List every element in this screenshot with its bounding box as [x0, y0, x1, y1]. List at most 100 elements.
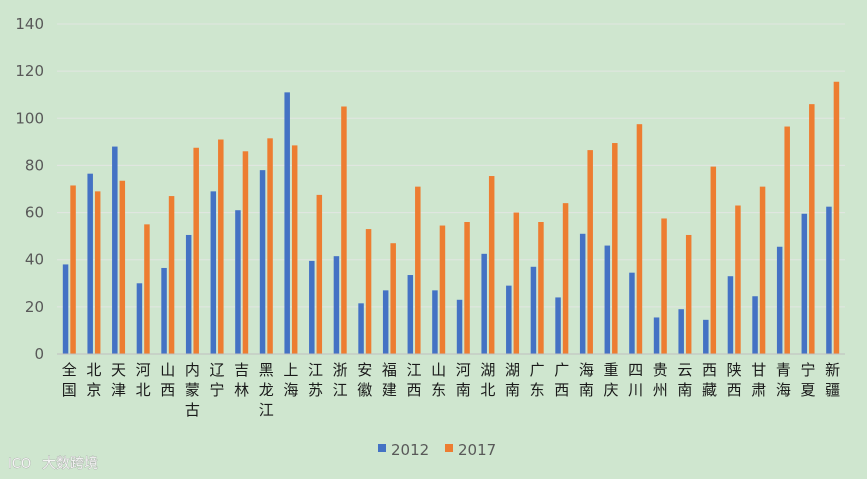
x-category-label: 陕西 [727, 361, 742, 399]
x-category-label: 广西 [554, 361, 569, 399]
bar-2017 [193, 147, 199, 354]
bar-2017 [661, 218, 667, 354]
bar-2017 [562, 203, 569, 354]
bar-2017 [488, 176, 495, 354]
x-category-label: 上海 [283, 361, 298, 399]
legend-label-2012: 2012 [391, 441, 429, 459]
bar-2017 [636, 124, 643, 354]
bar-2012 [210, 191, 217, 354]
bar-2012 [432, 290, 438, 354]
bar-2012 [358, 303, 364, 354]
bar-2017 [94, 191, 101, 354]
bar-2017 [735, 205, 741, 354]
bar-2012 [629, 272, 635, 354]
y-tick-label: 120 [15, 62, 44, 80]
legend-swatch-2012 [378, 444, 386, 452]
bar-2012 [776, 246, 783, 354]
bar-2012 [112, 146, 118, 354]
bar-2017 [242, 151, 249, 354]
x-category-label: 天津 [111, 361, 126, 399]
bar-2017 [70, 185, 76, 354]
legend-swatch-2017 [445, 444, 453, 452]
x-category-label: 山西 [160, 361, 175, 399]
bar-2012 [653, 317, 660, 354]
bar-2012 [801, 213, 808, 354]
bar-2012 [407, 275, 414, 354]
y-tick-label: 20 [25, 298, 44, 316]
bar-2017 [341, 106, 347, 354]
y-tick-label: 140 [15, 15, 44, 33]
x-category-label: 北京 [86, 361, 101, 399]
bar-2017 [710, 166, 717, 354]
legend-label-2017: 2017 [458, 441, 496, 459]
bar-2017 [218, 139, 224, 354]
x-category-label: 青海 [776, 361, 791, 399]
x-category-label: 河北 [136, 361, 151, 399]
legend: 2012 2017 [378, 441, 496, 459]
x-category-label: 浙江 [333, 361, 348, 399]
bar-2012 [555, 297, 561, 354]
y-tick-label: 0 [34, 345, 44, 363]
bar-2012 [678, 309, 684, 354]
x-category-label: 甘肃 [751, 361, 766, 399]
bar-2012 [579, 233, 586, 354]
bar-2012 [62, 264, 69, 354]
bar-2012 [161, 267, 167, 354]
bar-2017 [513, 212, 520, 354]
bar-2012 [185, 234, 192, 354]
watermark-logo: ICO [8, 457, 31, 472]
bar-2017 [390, 243, 396, 354]
x-category-label: 重庆 [604, 361, 619, 399]
x-category-label: 西藏 [702, 361, 717, 399]
bar-2017 [119, 180, 126, 354]
x-category-label: 黑龙江 [259, 361, 274, 419]
bar-2012 [333, 256, 340, 354]
bar-2017 [784, 126, 790, 355]
x-category-label: 福建 [382, 361, 397, 399]
bar-2012 [259, 170, 266, 354]
x-category-label: 贵州 [653, 361, 668, 399]
x-category-label: 内蒙古 [185, 361, 200, 419]
bar-2012 [87, 173, 93, 354]
bar-2012 [604, 245, 611, 354]
x-category-label: 吉林 [234, 361, 249, 399]
y-axis-tick-labels: 0 20 40 60 80 100 120 140 [15, 15, 44, 363]
bar-2012 [456, 299, 463, 354]
bar-2017 [144, 224, 150, 354]
bar-2017 [685, 234, 692, 354]
bar-2012 [752, 296, 758, 354]
x-category-label: 湖南 [505, 361, 520, 399]
bar-2012 [284, 92, 290, 354]
x-category-label: 江西 [407, 361, 422, 399]
bar-2012 [727, 276, 734, 354]
x-category-label: 宁夏 [801, 361, 816, 399]
bar-2012 [235, 210, 241, 354]
x-category-label: 辽宁 [210, 361, 225, 399]
bar-2017 [291, 145, 298, 354]
bar-2017 [365, 229, 372, 354]
x-category-label: 湖北 [480, 361, 495, 399]
bar-2017 [538, 222, 544, 354]
y-tick-label: 60 [25, 204, 44, 222]
x-category-label: 安徽 [357, 361, 372, 399]
watermark: ICO 大数跨境 [8, 456, 99, 473]
bar-2017 [464, 222, 470, 354]
bar-2012 [481, 253, 487, 354]
bar-2012 [703, 319, 709, 354]
x-category-label: 全国 [62, 361, 77, 399]
bar-2012 [506, 285, 512, 354]
bar-2017 [612, 143, 618, 354]
bar-2017 [759, 186, 766, 354]
bar-2017 [833, 81, 840, 354]
bar-2012 [136, 283, 143, 354]
x-category-label: 山东 [431, 361, 446, 399]
watermark-text: 大数跨境 [42, 456, 98, 472]
bar-2012 [309, 260, 315, 354]
gridlines [57, 23, 845, 308]
x-axis-category-labels: 全国北京天津河北山西内蒙古辽宁吉林黑龙江上海江苏浙江安徽福建江西山东河南湖北湖南… [62, 361, 840, 419]
bar-2017 [415, 186, 421, 354]
bar-2017 [439, 225, 446, 354]
x-category-label: 江苏 [308, 361, 323, 399]
